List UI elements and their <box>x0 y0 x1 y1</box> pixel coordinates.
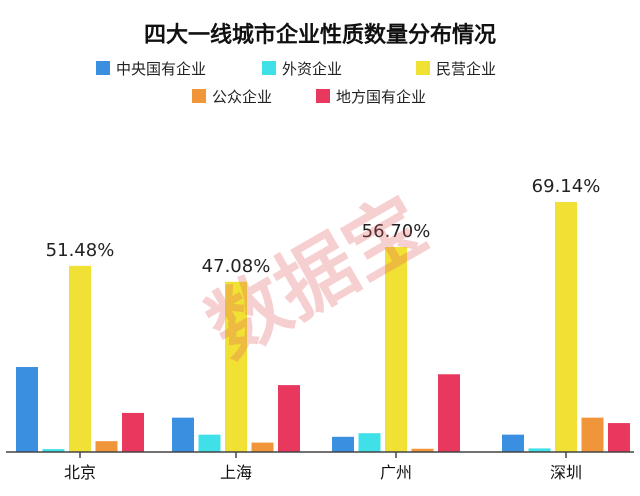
x-ticks: 北京 上海 广州 深圳 <box>64 452 582 482</box>
bar-1-3 <box>69 265 91 452</box>
legend-label-2: 外资企业 <box>282 60 342 78</box>
legend-swatch-2 <box>262 61 276 75</box>
legend-swatch-1 <box>96 61 110 75</box>
data-labels: 51.48% 47.08% 56.70% 69.14% <box>46 176 601 277</box>
bar-2-5 <box>278 385 300 452</box>
legend-label-4: 公众企业 <box>212 88 272 106</box>
bar-3-2 <box>358 433 381 452</box>
bar-4-3 <box>555 202 577 452</box>
bar-3-1 <box>332 436 354 452</box>
legend-swatch-5 <box>316 89 330 103</box>
bar-3-5 <box>438 374 460 452</box>
bar-3-4 <box>411 448 434 452</box>
bar-4-2 <box>528 448 551 452</box>
bar-2-3 <box>225 281 247 452</box>
legend-label-1: 中央国有企业 <box>116 60 206 78</box>
legend-label-5: 地方国有企业 <box>336 88 426 106</box>
data-label-3: 56.70% <box>362 221 431 242</box>
bar-2-1 <box>172 417 194 452</box>
chart-title: 四大一线城市企业性质数量分布情况 <box>144 22 496 48</box>
bar-4-1 <box>502 434 524 452</box>
bar-1-4 <box>95 441 118 452</box>
legend-label-3: 民营企业 <box>436 60 496 78</box>
legend-swatch-4 <box>192 89 206 103</box>
category-label-2: 上海 <box>220 463 252 482</box>
bars <box>16 202 630 452</box>
category-label-1: 北京 <box>64 463 96 482</box>
bar-4-4 <box>581 417 604 452</box>
bar-3-3 <box>385 246 407 452</box>
data-label-4: 69.14% <box>532 176 601 197</box>
bar-2-2 <box>198 434 221 452</box>
data-label-1: 51.48% <box>46 240 115 261</box>
bar-4-5 <box>608 423 630 452</box>
data-label-2: 47.08% <box>202 256 271 277</box>
legend-swatch-3 <box>416 61 430 75</box>
bar-2-4 <box>251 442 274 452</box>
bar-1-2 <box>42 449 65 452</box>
bar-1-5 <box>122 412 144 452</box>
category-label-4: 深圳 <box>550 463 582 482</box>
category-label-3: 广州 <box>380 463 412 482</box>
bar-1-1 <box>16 367 38 452</box>
